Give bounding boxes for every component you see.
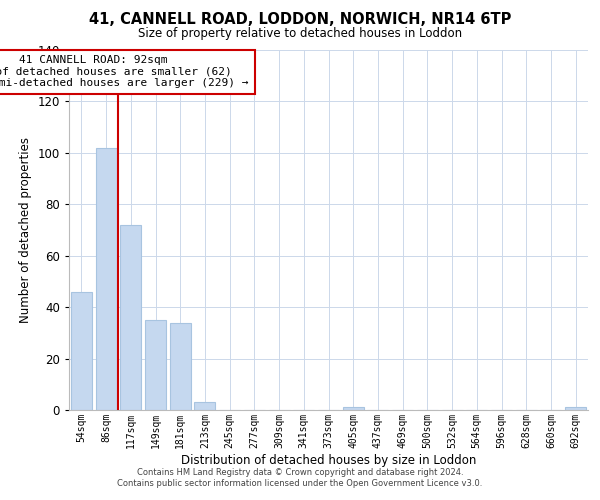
Text: Size of property relative to detached houses in Loddon: Size of property relative to detached ho… <box>138 28 462 40</box>
Text: 41 CANNELL ROAD: 92sqm
← 21% of detached houses are smaller (62)
78% of semi-det: 41 CANNELL ROAD: 92sqm ← 21% of detached… <box>0 55 249 88</box>
Bar <box>170 322 191 410</box>
Bar <box>120 225 141 410</box>
Bar <box>71 292 92 410</box>
Text: Contains HM Land Registry data © Crown copyright and database right 2024.
Contai: Contains HM Land Registry data © Crown c… <box>118 468 482 487</box>
Text: 41, CANNELL ROAD, LODDON, NORWICH, NR14 6TP: 41, CANNELL ROAD, LODDON, NORWICH, NR14 … <box>89 12 511 28</box>
Bar <box>145 320 166 410</box>
Bar <box>95 148 116 410</box>
Bar <box>194 402 215 410</box>
Y-axis label: Number of detached properties: Number of detached properties <box>19 137 32 323</box>
Bar <box>565 408 586 410</box>
Bar <box>343 408 364 410</box>
X-axis label: Distribution of detached houses by size in Loddon: Distribution of detached houses by size … <box>181 454 476 466</box>
